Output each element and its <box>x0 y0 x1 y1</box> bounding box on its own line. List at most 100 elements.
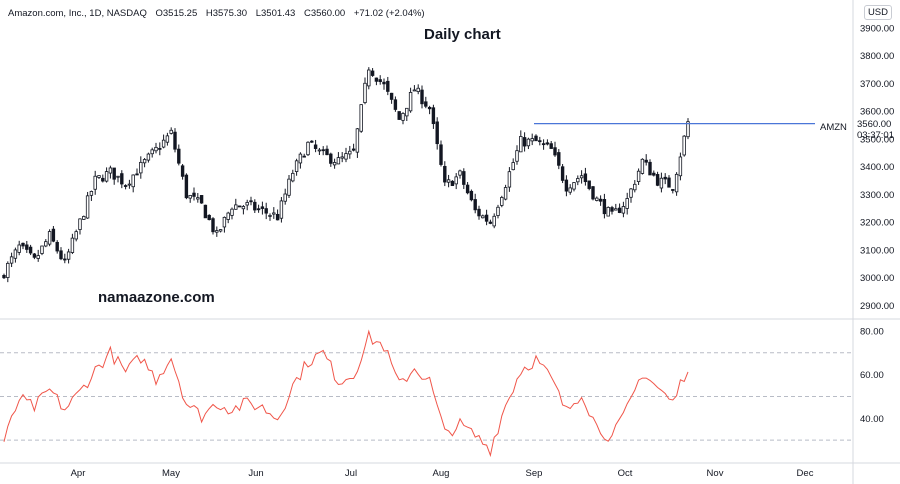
price-tick-label: 3100.00 <box>860 245 894 256</box>
candle-body <box>488 221 493 224</box>
candle-body <box>268 215 272 217</box>
candle-body <box>443 165 447 183</box>
series-label: AMZN <box>820 122 847 133</box>
candle-body <box>625 198 629 209</box>
candle-body <box>344 153 348 160</box>
candle-body <box>374 77 379 82</box>
candle-body <box>492 215 496 227</box>
candle-body <box>496 206 500 216</box>
price-tick-label: 3200.00 <box>860 218 894 229</box>
candle-body <box>203 204 208 219</box>
candle-body <box>458 170 462 176</box>
candle-body <box>500 197 504 206</box>
price-tick-label: 3300.00 <box>860 190 894 201</box>
time-tick-label: Aug <box>433 468 450 479</box>
candle-body <box>89 191 94 196</box>
candle-body <box>211 218 215 233</box>
high-value: H3575.30 <box>205 8 248 19</box>
candle-body <box>522 137 527 147</box>
price-tick-label: 3700.00 <box>860 79 894 90</box>
time-tick-label: Apr <box>71 468 86 479</box>
candle-body <box>135 173 139 176</box>
axis-layer: 2900.00 3000.00 3100.00 3200.00 3300.00 3400.… <box>71 23 895 479</box>
candle-body <box>283 193 287 202</box>
candle-body <box>298 153 303 164</box>
candle-body <box>446 179 451 183</box>
candle-body <box>59 250 63 260</box>
candle-body <box>424 101 428 107</box>
candle-body <box>382 81 386 85</box>
candle-body <box>648 161 652 176</box>
candle-body <box>97 175 101 178</box>
candle-body <box>671 189 675 191</box>
candle-body <box>253 201 257 211</box>
candle-body <box>108 167 113 174</box>
candle-body <box>93 175 97 190</box>
candle-body <box>82 216 86 220</box>
currency-button[interactable]: USD <box>863 5 892 20</box>
chart-title: Daily chart <box>424 26 501 43</box>
candle-body <box>47 231 52 245</box>
candle-body <box>6 262 10 278</box>
candle-body <box>469 190 474 201</box>
time-tick-label: May <box>162 468 180 479</box>
candle-body <box>595 197 599 201</box>
candle-body <box>272 212 276 215</box>
candle-body <box>104 171 109 182</box>
candle-body <box>636 170 641 183</box>
change-value: +71.02 (+2.04%) <box>353 8 425 19</box>
candle-body <box>560 166 565 181</box>
price-tick-label: 3500.00 <box>860 134 894 145</box>
candle-body <box>545 142 550 145</box>
candle-body <box>606 207 610 217</box>
candle-body <box>70 237 75 253</box>
bar-countdown: 03:37:01 <box>857 130 894 141</box>
price-tick-label: 3000.00 <box>860 273 894 284</box>
candle-body <box>275 213 280 221</box>
candle-body <box>142 159 147 164</box>
candle-body <box>325 148 329 156</box>
candle-body <box>644 159 648 163</box>
candle-body <box>139 161 143 174</box>
candle-body <box>598 198 603 202</box>
candle-body <box>408 92 413 112</box>
candle-body <box>629 188 633 198</box>
candle-body <box>621 206 626 214</box>
candle-body <box>515 150 519 162</box>
candle-body <box>101 177 105 182</box>
candle-body <box>534 135 538 142</box>
candle-body <box>85 195 90 219</box>
candle-body <box>412 89 417 92</box>
candle-body <box>355 128 360 153</box>
candle-body <box>123 185 128 187</box>
candle-body <box>78 218 82 230</box>
candle-body <box>28 246 33 254</box>
candle-body <box>348 150 352 155</box>
candle-body <box>617 207 622 213</box>
candle-body <box>184 174 189 199</box>
rsi-pane <box>3 329 689 458</box>
open-value: O3515.25 <box>155 8 198 19</box>
candle-body <box>351 148 356 151</box>
candle-body <box>306 141 310 156</box>
candle-body <box>234 204 238 210</box>
symbol-header: Amazon.com, Inc., 1D, NASDAQ O3515.25 H3… <box>8 8 431 19</box>
candle-body <box>591 186 595 200</box>
candle-body <box>74 231 78 240</box>
price-tick-label: 2900.00 <box>860 301 894 312</box>
candle-body <box>572 182 576 190</box>
candle-body <box>32 253 37 258</box>
time-tick-label: Dec <box>797 468 814 479</box>
candle-body <box>13 249 18 259</box>
rsi-tick-label: 60.00 <box>860 370 884 381</box>
candle-body <box>481 215 485 219</box>
time-tick-label: Nov <box>707 468 724 479</box>
candle-body <box>541 143 546 146</box>
candle-body <box>336 157 341 165</box>
candle-body <box>386 80 390 92</box>
candle-body <box>614 208 618 211</box>
candle-body <box>112 167 116 180</box>
candle-body <box>63 258 67 261</box>
candle-body <box>158 148 162 150</box>
